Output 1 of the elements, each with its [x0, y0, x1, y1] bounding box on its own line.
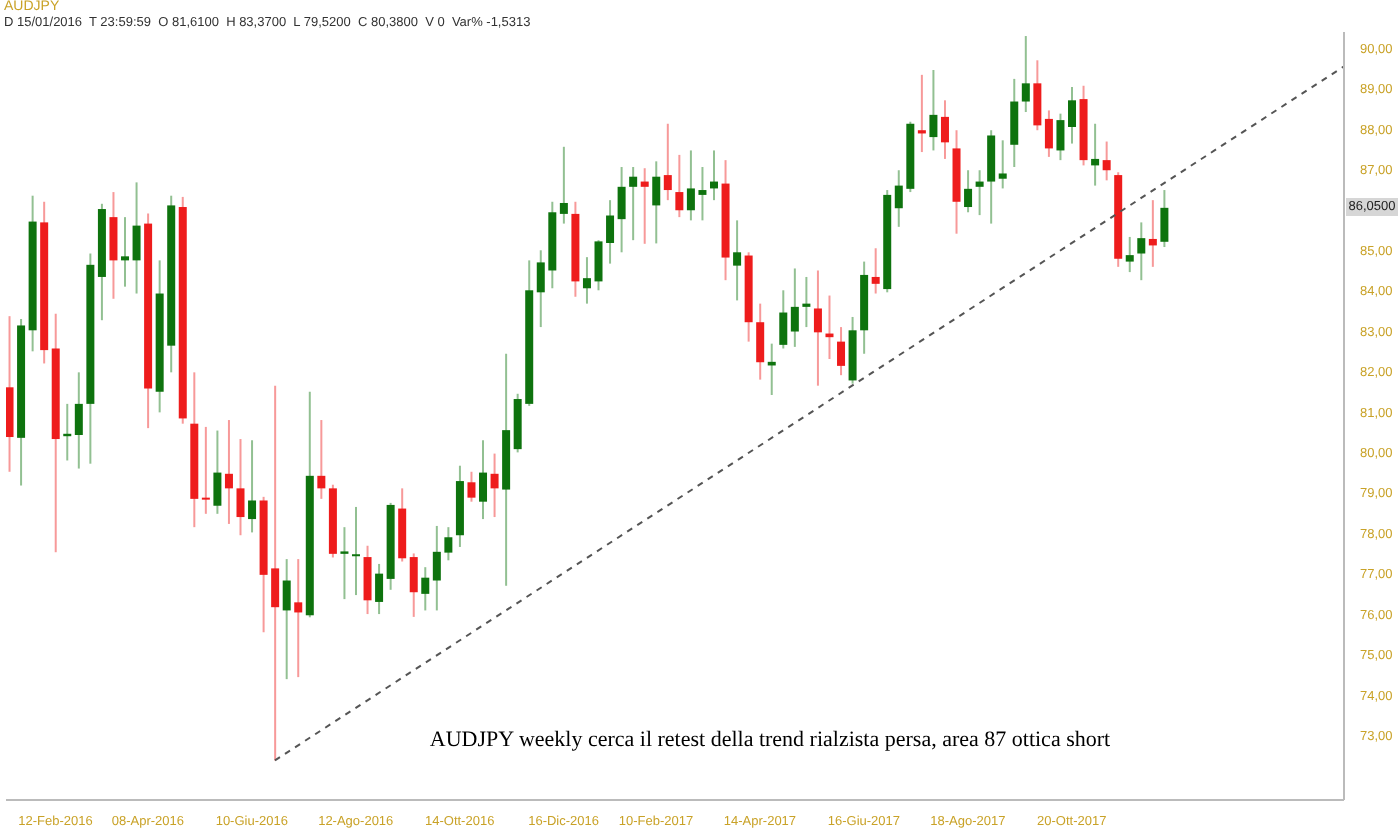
annotation: AUDJPY weekly cerca il retest della trend rialzista persa, area 87 ottica short	[427, 728, 1113, 754]
